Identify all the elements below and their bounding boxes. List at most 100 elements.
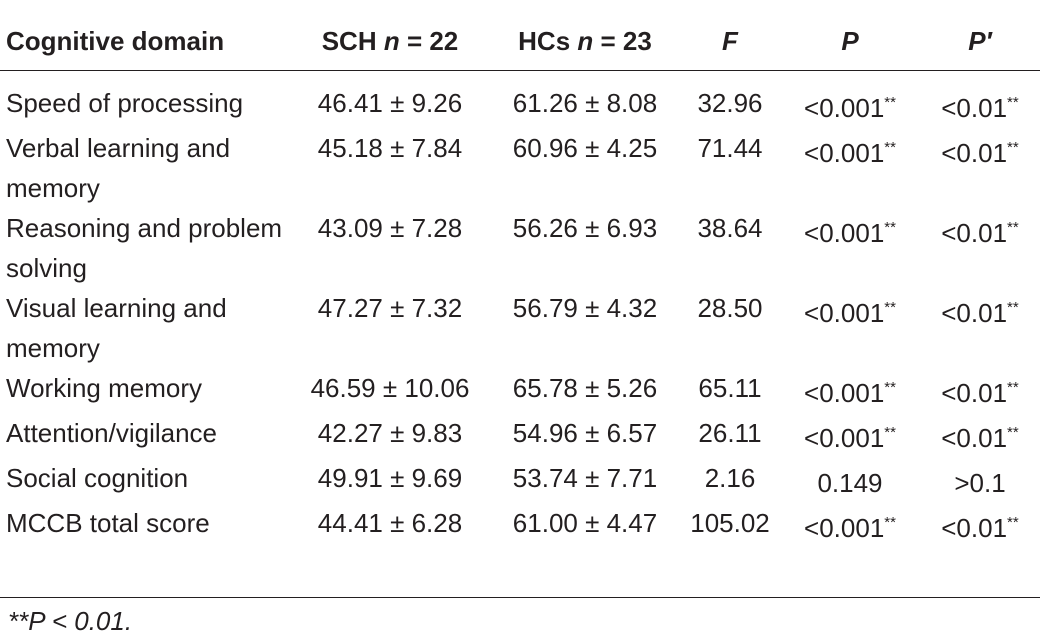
cell-p: <0.001** [780,368,920,413]
cell-f: 32.96 [697,88,763,118]
cell-domain: Attention/vigilance [6,418,218,448]
cell-sch: 44.41 ± 6.28 [317,508,463,538]
header-row: Cognitive domain SCH n = 22 HCs n = 23 F… [0,12,1040,71]
cell-f: 71.44 [697,133,763,163]
p-value: 0.149 [817,468,883,498]
cell-domain: Visual learning and memory [6,293,227,363]
cell-p-prime: <0.01** [920,288,1040,368]
cognitive-domain-table: Cognitive domain SCH n = 22 HCs n = 23 F… [0,12,1040,552]
header-hc-n: n [577,25,594,56]
cell-hc: 60.96 ± 4.25 [512,133,658,163]
p-value: <0.001 [804,218,885,248]
cell-f: 2.16 [704,463,756,493]
header-sch: SCH n = 22 [290,12,490,71]
p-significance-mark: ** [884,514,896,531]
cell-sch: 49.91 ± 9.69 [317,463,463,493]
p-prime-value: <0.01 [941,138,1008,168]
cell-domain: MCCB total score [6,508,210,538]
table-footnote: **P < 0.01. [8,606,133,636]
cell-hc: 65.78 ± 5.26 [512,373,658,403]
cell-domain: Speed of processing [6,88,244,118]
table-row: Reasoning and problem solving 43.09 ± 7.… [0,208,1040,288]
cell-sch: 46.59 ± 10.06 [310,373,470,403]
cell-hc: 56.79 ± 4.32 [512,293,658,323]
p-value: <0.001 [804,298,885,328]
cell-f: 105.02 [690,508,770,538]
cell-p: <0.001** [780,413,920,458]
header-domain: Cognitive domain [6,25,225,56]
header-hc-suffix: = 23 [593,25,652,56]
cell-hc: 61.00 ± 4.47 [512,508,658,538]
p-prime-value: <0.01 [941,218,1008,248]
p-significance-mark: ** [884,379,896,396]
p-prime-value: <0.01 [941,93,1008,123]
p-prime-significance-mark: ** [1007,379,1019,396]
cell-hc: 54.96 ± 6.57 [512,418,658,448]
p-prime-significance-mark: ** [1007,514,1019,531]
cell-sch: 46.41 ± 9.26 [317,88,463,118]
cell-sch: 42.27 ± 9.83 [317,418,463,448]
p-significance-mark: ** [884,139,896,156]
cell-p-prime: <0.01** [920,503,1040,552]
cell-p: 0.149 [780,458,920,503]
p-value: <0.001 [804,93,885,123]
cell-hc: 53.74 ± 7.71 [512,463,658,493]
table-row: Working memory 46.59 ± 10.06 65.78 ± 5.2… [0,368,1040,413]
cell-p-prime: <0.01** [920,71,1040,129]
header-f: F [722,25,738,56]
p-significance-mark: ** [884,424,896,441]
cell-f: 65.11 [698,373,762,403]
p-prime-value: >0.1 [954,468,1006,498]
cell-domain: Social cognition [6,463,189,493]
cell-domain: Working memory [6,373,203,403]
cell-p: <0.001** [780,288,920,368]
cell-sch: 43.09 ± 7.28 [317,213,463,243]
cell-sch: 47.27 ± 7.32 [317,293,463,323]
cell-p-prime: >0.1 [920,458,1040,503]
cell-f: 26.11 [698,418,762,448]
p-value: <0.001 [804,423,885,453]
p-prime-value: <0.01 [941,423,1008,453]
header-sch-suffix: = 22 [399,25,459,56]
cell-domain: Reasoning and problem solving [6,213,283,283]
cell-p-prime: <0.01** [920,413,1040,458]
header-hc: HCs n = 23 [490,12,680,71]
table-bottom-rule [0,597,1040,598]
p-prime-significance-mark: ** [1007,424,1019,441]
p-prime-significance-mark: ** [1007,94,1019,111]
table-row: Visual learning and memory 47.27 ± 7.32 … [0,288,1040,368]
header-sch-n: n [383,25,400,56]
table-row: Speed of processing 46.41 ± 9.26 61.26 ±… [0,71,1040,129]
table-row: Social cognition 49.91 ± 9.69 53.74 ± 7.… [0,458,1040,503]
header-p-prime: P′ [968,25,992,56]
header-p: P [841,25,859,56]
p-significance-mark: ** [884,299,896,316]
table-row: Attention/vigilance 42.27 ± 9.83 54.96 ±… [0,413,1040,458]
p-prime-significance-mark: ** [1007,139,1019,156]
cell-f: 38.64 [697,213,763,243]
p-prime-value: <0.01 [941,298,1008,328]
p-prime-value: <0.01 [941,378,1008,408]
cell-f: 28.50 [697,293,763,323]
cell-p: <0.001** [780,208,920,288]
cell-p: <0.001** [780,503,920,552]
cell-p: <0.001** [780,128,920,208]
p-prime-value: <0.01 [941,513,1008,543]
cell-hc: 56.26 ± 6.93 [512,213,658,243]
cell-sch: 45.18 ± 7.84 [317,133,463,163]
p-value: <0.001 [804,378,885,408]
cell-p-prime: <0.01** [920,368,1040,413]
cell-p: <0.001** [780,71,920,129]
p-value: <0.001 [804,138,885,168]
header-sch-prefix: SCH [321,25,384,56]
p-significance-mark: ** [884,219,896,236]
p-significance-mark: ** [884,94,896,111]
cell-hc: 61.26 ± 8.08 [512,88,658,118]
cell-domain: Verbal learning and memory [6,133,231,203]
table-row: MCCB total score 44.41 ± 6.28 61.00 ± 4.… [0,503,1040,552]
p-value: <0.001 [804,513,885,543]
p-prime-significance-mark: ** [1007,219,1019,236]
header-hc-prefix: HCs [518,25,578,56]
p-prime-significance-mark: ** [1007,299,1019,316]
